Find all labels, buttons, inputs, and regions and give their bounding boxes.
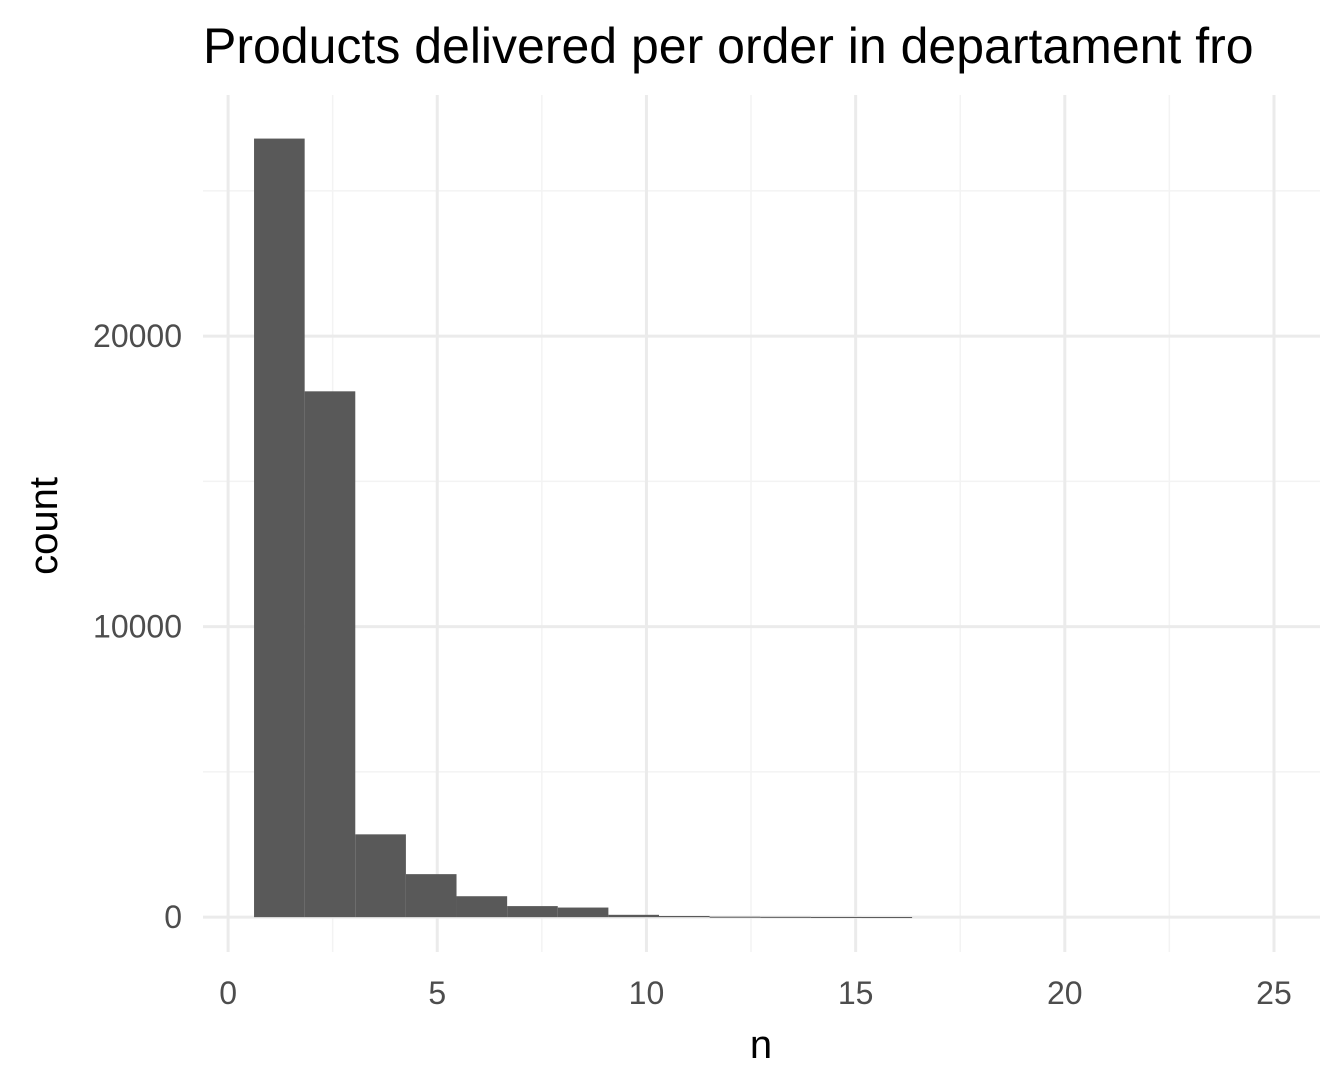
x-tick-label: 5	[428, 975, 446, 1011]
histogram-bar	[304, 391, 356, 918]
y-axis-title: count	[22, 477, 66, 575]
histogram-bar	[608, 914, 660, 918]
x-tick-label: 20	[1047, 975, 1083, 1011]
histogram-bar	[709, 916, 761, 918]
histogram-bar	[861, 917, 913, 919]
histogram-bar	[405, 874, 457, 918]
y-axis-tick-labels: 0 10000 20000	[93, 318, 182, 935]
x-tick-label: 10	[629, 975, 665, 1011]
y-tick-label: 20000	[93, 318, 182, 354]
x-tick-label: 25	[1256, 975, 1292, 1011]
x-axis-title: n	[750, 1023, 772, 1067]
chart-title: Products delivered per order in departam…	[203, 18, 1254, 74]
histogram-bar	[760, 916, 811, 918]
minor-gridlines	[203, 95, 1320, 952]
histogram-bar	[659, 915, 710, 918]
histogram-bar	[254, 138, 305, 918]
histogram-bar	[507, 906, 558, 918]
major-gridlines	[203, 95, 1320, 952]
histogram-bar	[355, 834, 406, 918]
histogram-bar	[810, 916, 862, 918]
histogram-bar	[557, 907, 609, 918]
x-tick-label: 0	[219, 975, 237, 1011]
y-tick-label: 10000	[93, 609, 182, 645]
x-tick-label: 15	[838, 975, 874, 1011]
x-axis-tick-labels: 0 5 10 15 20 25	[219, 975, 1292, 1011]
histogram-bar	[456, 896, 508, 918]
y-tick-label: 0	[164, 899, 182, 935]
histogram-bars	[254, 138, 913, 919]
